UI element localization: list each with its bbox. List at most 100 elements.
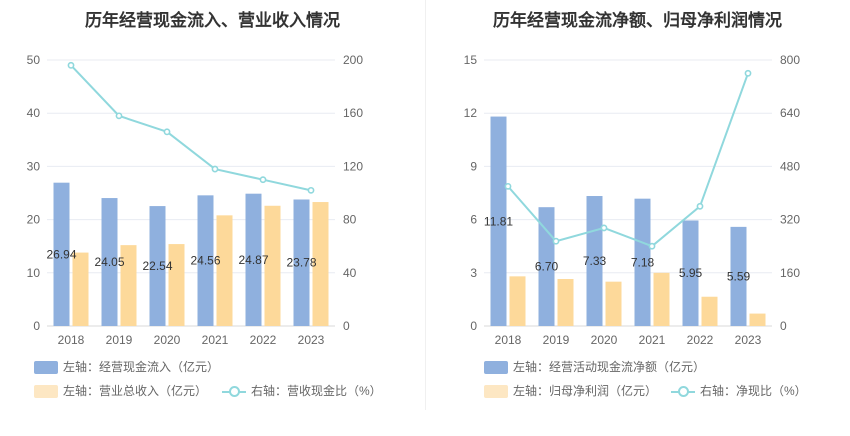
- line-point: [259, 176, 267, 184]
- line-point: [696, 202, 704, 210]
- data-label: 6.70: [535, 260, 559, 274]
- y-tick-label-right: 0: [343, 319, 350, 333]
- x-tick-label: 2023: [298, 333, 325, 347]
- line-point: [648, 242, 656, 250]
- x-tick-label: 2020: [154, 333, 181, 347]
- data-label: 7.18: [631, 255, 655, 269]
- chart-title: 历年经营现金流净额、归母净利润情况: [493, 11, 782, 30]
- bar-series-2: [72, 252, 89, 326]
- chart-panel-net-cash: 历年经营现金流净额、归母净利润情况 0 3 6 9 12 15 0 160 320 480 640 8…: [425, 0, 850, 436]
- bar-series-1: [293, 199, 310, 326]
- line-point: [744, 69, 752, 77]
- chart-panel-cash-inflow: 历年经营现金流入、营业收入情况 0 10 20 30 40 50 0 40 80 120 160 20…: [27, 11, 382, 399]
- legend-swatch-bar2: [34, 385, 58, 399]
- bar-series-1: [634, 198, 651, 326]
- bar-series-1: [490, 116, 507, 326]
- legend-swatch-bar1: [484, 361, 508, 375]
- legend-item-line[interactable]: 右轴：净现比（%）: [671, 384, 807, 398]
- y-tick-label-left: 30: [27, 159, 41, 173]
- bar-series-2: [168, 244, 185, 326]
- y-tick-label-right: 480: [780, 159, 800, 173]
- y-tick-label-right: 0: [780, 319, 787, 333]
- y-tick-label-right: 320: [780, 213, 800, 227]
- line-series: [507, 72, 749, 248]
- x-tick-label: 2019: [543, 333, 570, 347]
- bar-series-2: [557, 279, 574, 326]
- legend-label: 右轴：净现比（%）: [700, 384, 807, 398]
- legend-swatch-line: [671, 385, 695, 398]
- bar-series-2: [120, 245, 137, 326]
- legend-item-bar2[interactable]: 左轴：归母净利润（亿元）: [484, 384, 658, 399]
- bar-series-1: [53, 182, 70, 326]
- y-tick-label-left: 15: [464, 53, 478, 67]
- legend-label: 左轴：归母净利润（亿元）: [513, 384, 658, 398]
- x-tick-label: 2021: [202, 333, 229, 347]
- data-label: 5.95: [679, 266, 703, 280]
- bar-series-2: [509, 276, 526, 326]
- legend-item-bar1[interactable]: 左轴：经营现金流入（亿元）: [34, 360, 219, 375]
- line-point: [115, 112, 123, 120]
- legend-label: 右轴：营收现金比（%）: [251, 384, 382, 398]
- legend-label: 左轴：经营活动现金流净额（亿元）: [513, 360, 706, 374]
- chart-plot-cash-inflow: 0 10 20 30 40 50 0 40 80 120 160 200 2018 2019 2020 202…: [27, 53, 364, 347]
- data-label: 24.56: [190, 254, 220, 268]
- legend-swatch-line: [222, 385, 246, 398]
- bar-series-1: [101, 198, 118, 326]
- chart-plot-net-cash: 0 3 6 9 12 15 0 160 320 480 640 800 2018 2019 2020 2021…: [464, 53, 801, 347]
- y-tick-label-left: 9: [470, 159, 477, 173]
- bar-series-2: [264, 205, 281, 326]
- bar-series-1: [730, 226, 747, 326]
- bar-series-1: [682, 220, 699, 326]
- x-tick-label: 2021: [639, 333, 666, 347]
- bar-series-2: [605, 281, 622, 326]
- x-tick-label: 2020: [591, 333, 618, 347]
- line-point: [67, 61, 75, 69]
- bar-series-2: [701, 296, 718, 326]
- bar-series-2: [653, 272, 670, 326]
- x-tick-label: 2018: [58, 333, 85, 347]
- data-label: 23.78: [286, 256, 316, 270]
- data-label: 24.87: [238, 253, 268, 267]
- x-tick-label: 2019: [106, 333, 133, 347]
- data-label: 5.59: [727, 269, 751, 283]
- line-point: [163, 128, 171, 136]
- line-point: [552, 237, 560, 245]
- y-tick-label-left: 12: [464, 106, 478, 120]
- bar-series-1: [538, 207, 555, 326]
- x-tick-label: 2023: [735, 333, 762, 347]
- y-tick-label-left: 20: [27, 213, 41, 227]
- bar-series-1: [197, 195, 214, 326]
- bar-series-1: [149, 206, 166, 326]
- line-point: [307, 186, 315, 194]
- y-tick-label-right: 200: [343, 53, 363, 67]
- y-tick-label-left: 0: [470, 319, 477, 333]
- chart-title: 历年经营现金流入、营业收入情况: [85, 11, 340, 30]
- legend-label: 左轴：营业总收入（亿元）: [63, 384, 208, 398]
- y-tick-label-right: 160: [343, 106, 363, 120]
- y-tick-label-right: 40: [343, 266, 357, 280]
- y-tick-label-left: 6: [470, 213, 477, 227]
- legend-item-line[interactable]: 右轴：营收现金比（%）: [222, 384, 382, 398]
- data-label: 26.94: [46, 247, 76, 261]
- y-tick-label-right: 800: [780, 53, 800, 67]
- data-label: 22.54: [142, 259, 172, 273]
- legend-item-bar2[interactable]: 左轴：营业总收入（亿元）: [34, 384, 208, 399]
- y-tick-label-right: 120: [343, 159, 363, 173]
- y-tick-label-left: 3: [470, 266, 477, 280]
- line-series: [70, 64, 312, 192]
- legend-item-bar1[interactable]: 左轴：经营活动现金流净额（亿元）: [484, 360, 706, 375]
- data-label: 24.05: [94, 255, 124, 269]
- line-point: [504, 182, 512, 190]
- bar-series-2: [216, 215, 233, 326]
- x-tick-label: 2018: [495, 333, 522, 347]
- y-tick-label-right: 640: [780, 106, 800, 120]
- y-tick-label-left: 50: [27, 53, 41, 67]
- line-point: [211, 165, 219, 173]
- panel-divider: [425, 0, 426, 410]
- bar-series-2: [312, 202, 329, 326]
- y-tick-label-right: 160: [780, 266, 800, 280]
- bar-series-2: [749, 313, 766, 326]
- x-tick-label: 2022: [250, 333, 277, 347]
- y-tick-label-left: 10: [27, 266, 41, 280]
- x-tick-label: 2022: [687, 333, 714, 347]
